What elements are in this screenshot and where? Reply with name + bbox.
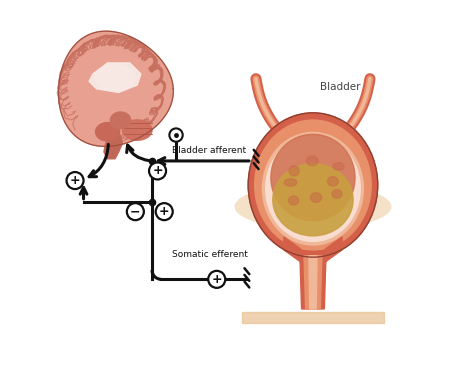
Ellipse shape bbox=[122, 120, 152, 140]
Polygon shape bbox=[58, 31, 173, 147]
Polygon shape bbox=[304, 256, 321, 309]
Circle shape bbox=[127, 203, 143, 220]
Text: Bladder: Bladder bbox=[320, 82, 360, 92]
Polygon shape bbox=[104, 129, 122, 159]
Text: +: + bbox=[69, 174, 80, 187]
Ellipse shape bbox=[265, 136, 359, 241]
Ellipse shape bbox=[95, 122, 120, 141]
Ellipse shape bbox=[284, 179, 296, 186]
Ellipse shape bbox=[248, 113, 377, 257]
Ellipse shape bbox=[95, 65, 135, 91]
Text: Somatic efferent: Somatic efferent bbox=[172, 250, 248, 259]
Text: Bladder afferent: Bladder afferent bbox=[172, 146, 246, 155]
Polygon shape bbox=[308, 256, 316, 309]
Polygon shape bbox=[299, 256, 325, 309]
Ellipse shape bbox=[288, 166, 299, 176]
Polygon shape bbox=[283, 237, 341, 269]
Polygon shape bbox=[241, 312, 383, 323]
Text: +: + bbox=[211, 273, 221, 286]
Circle shape bbox=[208, 271, 225, 288]
Ellipse shape bbox=[270, 134, 354, 221]
Text: +: + bbox=[152, 164, 162, 178]
Text: −: − bbox=[130, 205, 140, 218]
Ellipse shape bbox=[272, 164, 352, 236]
Circle shape bbox=[155, 203, 172, 220]
Ellipse shape bbox=[327, 176, 337, 186]
Polygon shape bbox=[89, 63, 141, 92]
Ellipse shape bbox=[331, 189, 341, 198]
Ellipse shape bbox=[262, 132, 363, 245]
Circle shape bbox=[149, 162, 166, 179]
Circle shape bbox=[169, 128, 182, 142]
Ellipse shape bbox=[332, 162, 343, 170]
Ellipse shape bbox=[235, 185, 390, 228]
Text: +: + bbox=[159, 205, 169, 218]
Ellipse shape bbox=[310, 193, 321, 202]
Ellipse shape bbox=[254, 120, 370, 250]
Ellipse shape bbox=[110, 112, 130, 129]
Ellipse shape bbox=[306, 156, 318, 166]
Ellipse shape bbox=[288, 196, 298, 205]
Circle shape bbox=[66, 172, 83, 189]
